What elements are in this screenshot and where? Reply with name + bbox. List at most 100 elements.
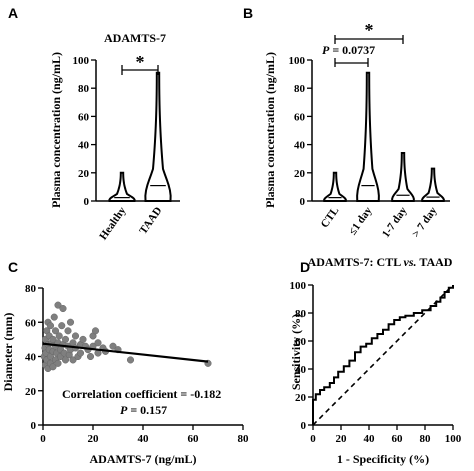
panel-c-y-ticks: 0 20 40 60 80 <box>25 283 43 432</box>
panel-c-fit-line <box>42 342 209 363</box>
panel-b-violin-2 <box>391 152 415 202</box>
panel-c-point-59 <box>109 342 117 350</box>
panel-c-point-18 <box>49 363 57 371</box>
panel-d-x-ticks: 0 20 40 60 80 100 <box>310 425 462 445</box>
panel-a-violin-chart: ADAMTS-7 Plasma concentration (ng/mL) 0 2… <box>49 31 180 242</box>
panel-c-point-51 <box>86 352 95 361</box>
panel-b-y-tick-label-5: 100 <box>289 55 306 67</box>
panel-c-point-61 <box>126 356 135 364</box>
panel-c-x-ticks: 0 20 40 60 80 <box>40 425 249 445</box>
panel-a-y-tick-label-3: 60 <box>78 111 90 123</box>
panel-d-roc-curve <box>312 285 454 425</box>
panel-b-x-ticks: CTL ≤1 day 1-7 day > 7 day <box>319 204 440 240</box>
panel-d-y-tick-label-4: 80 <box>295 308 307 320</box>
panel-b-y-tick-label-1: 20 <box>294 168 306 180</box>
panel-c-points <box>40 301 212 373</box>
panel-c-point-24 <box>54 301 62 309</box>
panel-letter-b: B <box>243 5 253 21</box>
panel-c-point-27 <box>55 332 63 340</box>
panel-c-x-tick-label-1: 20 <box>88 433 100 445</box>
panel-c-point-35 <box>61 356 70 364</box>
panel-c-point-37 <box>64 327 72 335</box>
panel-c-x-tick-label-4: 80 <box>238 433 250 445</box>
panel-a-y-ticks: 0 20 40 60 80 100 <box>73 55 96 208</box>
panel-b-y-label: Plasma concentration (ng/mL) <box>263 52 277 208</box>
panel-c-x-tick-label-3: 60 <box>188 433 200 445</box>
panel-a-x-tick-label-1: TAAD <box>137 205 164 237</box>
panel-b-x-tick-label-1: ≤1 day <box>347 204 375 237</box>
panel-c-y-label: Diameter (mm) <box>1 313 15 392</box>
panel-c-point-34 <box>61 335 70 343</box>
panel-c-point-30 <box>58 322 66 330</box>
panel-a-y-tick-label-2: 40 <box>78 140 90 152</box>
panel-c-correlation-text: Correlation coefficient = -0.182 <box>62 387 221 401</box>
panel-letter-a: A <box>8 5 18 21</box>
panel-d-y-tick-label-3: 60 <box>295 336 307 348</box>
panel-b-sig-star-label: * <box>365 20 374 40</box>
panel-c-scatter-chart: Diameter (mm) ADAMTS-7 (ng/mL) 0 20 40 60 80… <box>1 283 249 466</box>
panel-d-x-label: 1 - Specificity (%) <box>337 452 429 466</box>
panel-a-sig-label: * <box>136 52 145 72</box>
panel-a-violin-0 <box>108 171 136 202</box>
panel-b-sig-p-label: P = 0.0737 <box>322 43 375 57</box>
panel-c-y-tick-label-0: 0 <box>31 420 37 432</box>
panel-a-y-tick-label-4: 80 <box>78 83 90 95</box>
panel-d-y-tick-label-2: 40 <box>295 364 307 376</box>
panel-a-y-label: Plasma concentration (ng/mL) <box>49 52 63 208</box>
panel-c-point-39 <box>66 318 75 326</box>
panel-d-y-tick-label-0: 0 <box>301 420 307 432</box>
panel-a-violins <box>108 71 172 202</box>
panel-letter-c: C <box>8 259 18 275</box>
panel-c-point-48 <box>79 335 87 343</box>
panel-b-y-tick-label-2: 40 <box>294 140 306 152</box>
panel-a-x-ticks: Healthy TAAD <box>97 204 164 242</box>
panel-c-point-54 <box>91 327 100 335</box>
panel-c-point-56 <box>94 339 102 347</box>
panel-b-violins <box>323 71 445 202</box>
panel-c-y-tick-label-1: 20 <box>25 386 37 398</box>
panel-d-x-tick-label-4: 80 <box>420 433 432 445</box>
panel-a-title: ADAMTS-7 <box>104 31 166 45</box>
panel-c-point-19 <box>50 313 58 321</box>
panel-c-point-43 <box>71 332 80 340</box>
panel-b-y-tick-label-0: 0 <box>300 196 306 208</box>
panel-c-point-42 <box>69 356 77 364</box>
panel-c-point-47 <box>76 349 85 357</box>
panel-letter-d: D <box>300 259 310 275</box>
panel-c-x-tick-label-2: 40 <box>138 433 150 445</box>
panel-b-violin-1 <box>356 71 380 202</box>
panel-d-y-label: Sensitivity (%) <box>289 314 303 390</box>
panel-c-p-text: P = 0.157 <box>120 403 167 417</box>
panel-b-x-tick-label-0: CTL <box>319 205 342 230</box>
panel-a-x-tick-label-0: Healthy <box>97 204 128 242</box>
panel-d-x-tick-label-3: 60 <box>392 433 404 445</box>
panel-c-y-tick-label-2: 40 <box>25 352 37 364</box>
panel-d-y-tick-label-1: 20 <box>295 392 307 404</box>
panel-b-x-tick-label-3: > 7 day <box>410 204 440 239</box>
panel-b-violin-chart: Plasma concentration (ng/mL) 0 20 40 60 80 10… <box>263 20 450 240</box>
panel-d-x-tick-label-0: 0 <box>310 433 316 445</box>
panel-c-point-14 <box>46 322 55 330</box>
panel-d-x-tick-label-2: 40 <box>364 433 376 445</box>
panel-d-title: ADAMTS-7: CTL vs. TAAD <box>308 255 453 269</box>
panel-d-y-ticks: 0 20 40 60 80 100 <box>290 280 313 432</box>
panel-b-violin-3 <box>421 167 445 202</box>
panel-d-roc-chart: ADAMTS-7: CTL vs. TAAD Sensitivity (%) 1… <box>289 255 462 466</box>
panel-b-x-tick-label-2: 1-7 day <box>380 204 410 240</box>
panel-a-y-tick-label-0: 0 <box>84 196 90 208</box>
panel-a-y-tick-label-5: 100 <box>73 55 90 67</box>
panel-c-point-26 <box>54 359 62 367</box>
panel-b-y-ticks: 0 20 40 60 80 100 <box>289 55 312 208</box>
panel-c-point-17 <box>49 335 57 343</box>
panel-a-y-tick-label-1: 20 <box>78 168 90 180</box>
panel-b-y-tick-label-3: 60 <box>294 111 306 123</box>
panel-c-y-tick-label-4: 80 <box>25 283 37 295</box>
panel-d-x-tick-label-1: 20 <box>336 433 348 445</box>
panel-d-y-tick-label-5: 100 <box>290 280 307 292</box>
panel-c-point-22 <box>51 327 60 335</box>
panel-c-x-label: ADAMTS-7 (ng/mL) <box>90 452 197 466</box>
panel-b-y-tick-label-4: 80 <box>294 83 306 95</box>
panel-b-violin-0 <box>323 171 347 202</box>
panel-d-x-tick-label-5: 100 <box>445 433 462 445</box>
